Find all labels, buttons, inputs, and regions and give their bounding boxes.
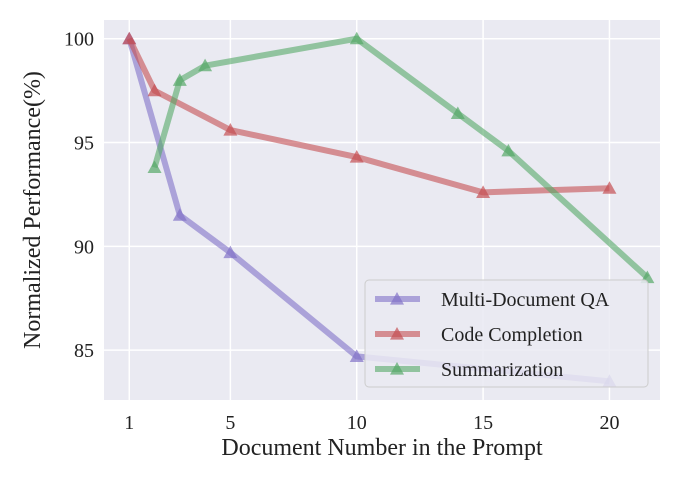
data-point: [349, 150, 364, 163]
data-point: [147, 83, 162, 97]
y-tick-label: 95: [74, 133, 94, 155]
data-point: [349, 349, 364, 362]
y-axis-label: Normalized Performance(%): [20, 71, 46, 349]
data-point: [198, 58, 213, 72]
data-point: [172, 208, 187, 221]
y-tick-label: 85: [74, 340, 94, 362]
x-axis-label: Document Number in the Prompt: [221, 435, 543, 461]
data-point: [172, 73, 187, 86]
legend-marker: [390, 327, 404, 340]
y-tick-label: 90: [74, 236, 94, 258]
x-tick-label: 10: [347, 412, 367, 434]
series-line: [126, 37, 610, 196]
x-tick-label: 5: [225, 412, 235, 434]
data-point: [476, 185, 491, 198]
data-point: [147, 160, 162, 174]
x-tick-label: 20: [599, 412, 619, 434]
legend-label: Multi-Document QA: [441, 289, 610, 311]
data-point: [349, 31, 364, 45]
y-tick-label: 100: [64, 29, 94, 51]
x-tick-label: 1: [124, 412, 134, 434]
data-point: [122, 31, 137, 45]
legend-marker: [390, 292, 404, 305]
data-point: [223, 245, 238, 259]
legend-label: Code Completion: [441, 324, 583, 346]
data-point: [223, 123, 238, 136]
data-point: [602, 181, 617, 194]
data-point: [450, 106, 465, 120]
legend-marker: [390, 362, 404, 375]
legend-box: [364, 279, 649, 388]
x-tick-label: 15: [473, 412, 493, 434]
data-point: [501, 143, 516, 157]
legend-label: Summarization: [441, 359, 563, 381]
legend: Multi-Document QA Code Completion Summariz…: [364, 279, 649, 388]
